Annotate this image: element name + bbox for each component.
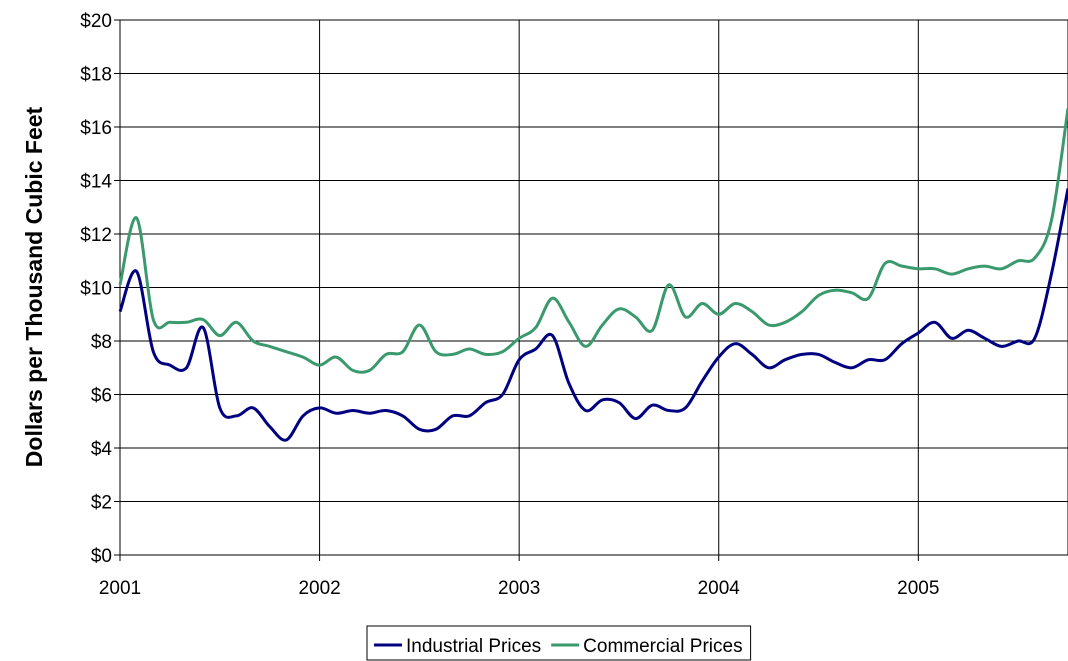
x-tick-label: 2004 (698, 578, 741, 599)
x-tick-label: 2005 (897, 578, 939, 599)
y-tick-label: $14 (80, 172, 112, 193)
series-line-commercial-prices (118, 108, 1068, 374)
series-line-industrial-prices (118, 188, 1068, 442)
x-axis-ticks: 2001 2002 2003 2004 2005 (99, 555, 939, 599)
y-tick-label: $0 (91, 546, 112, 567)
y-tick-label: $2 (91, 493, 112, 514)
series-lines (118, 108, 1068, 442)
x-tick-label: 2001 (99, 578, 141, 599)
y-tick-label: $16 (80, 118, 112, 139)
legend: Industrial Prices Commercial Prices (366, 625, 752, 661)
y-tick-label: $20 (80, 11, 112, 32)
y-tick-label: $6 (91, 386, 112, 407)
y-tick-label: $10 (80, 279, 112, 300)
legend-label-commercial-prices: Commercial Prices (583, 636, 742, 657)
legend-label-industrial-prices: Industrial Prices (406, 636, 541, 657)
legend-box (366, 625, 752, 661)
x-tick-label: 2003 (498, 578, 540, 599)
x-tick-label: 2002 (298, 578, 340, 599)
y-tick-label: $12 (80, 225, 112, 246)
y-tick-label: $18 (80, 65, 112, 86)
y-axis-label: Dollars per Thousand Cubic Feet (21, 106, 47, 467)
y-tick-label: $8 (91, 332, 112, 353)
y-axis-ticks: $0 $2 $4 $6 $8 $10 $12 $14 $16 $18 $20 (80, 11, 120, 567)
y-tick-label: $4 (91, 439, 113, 460)
